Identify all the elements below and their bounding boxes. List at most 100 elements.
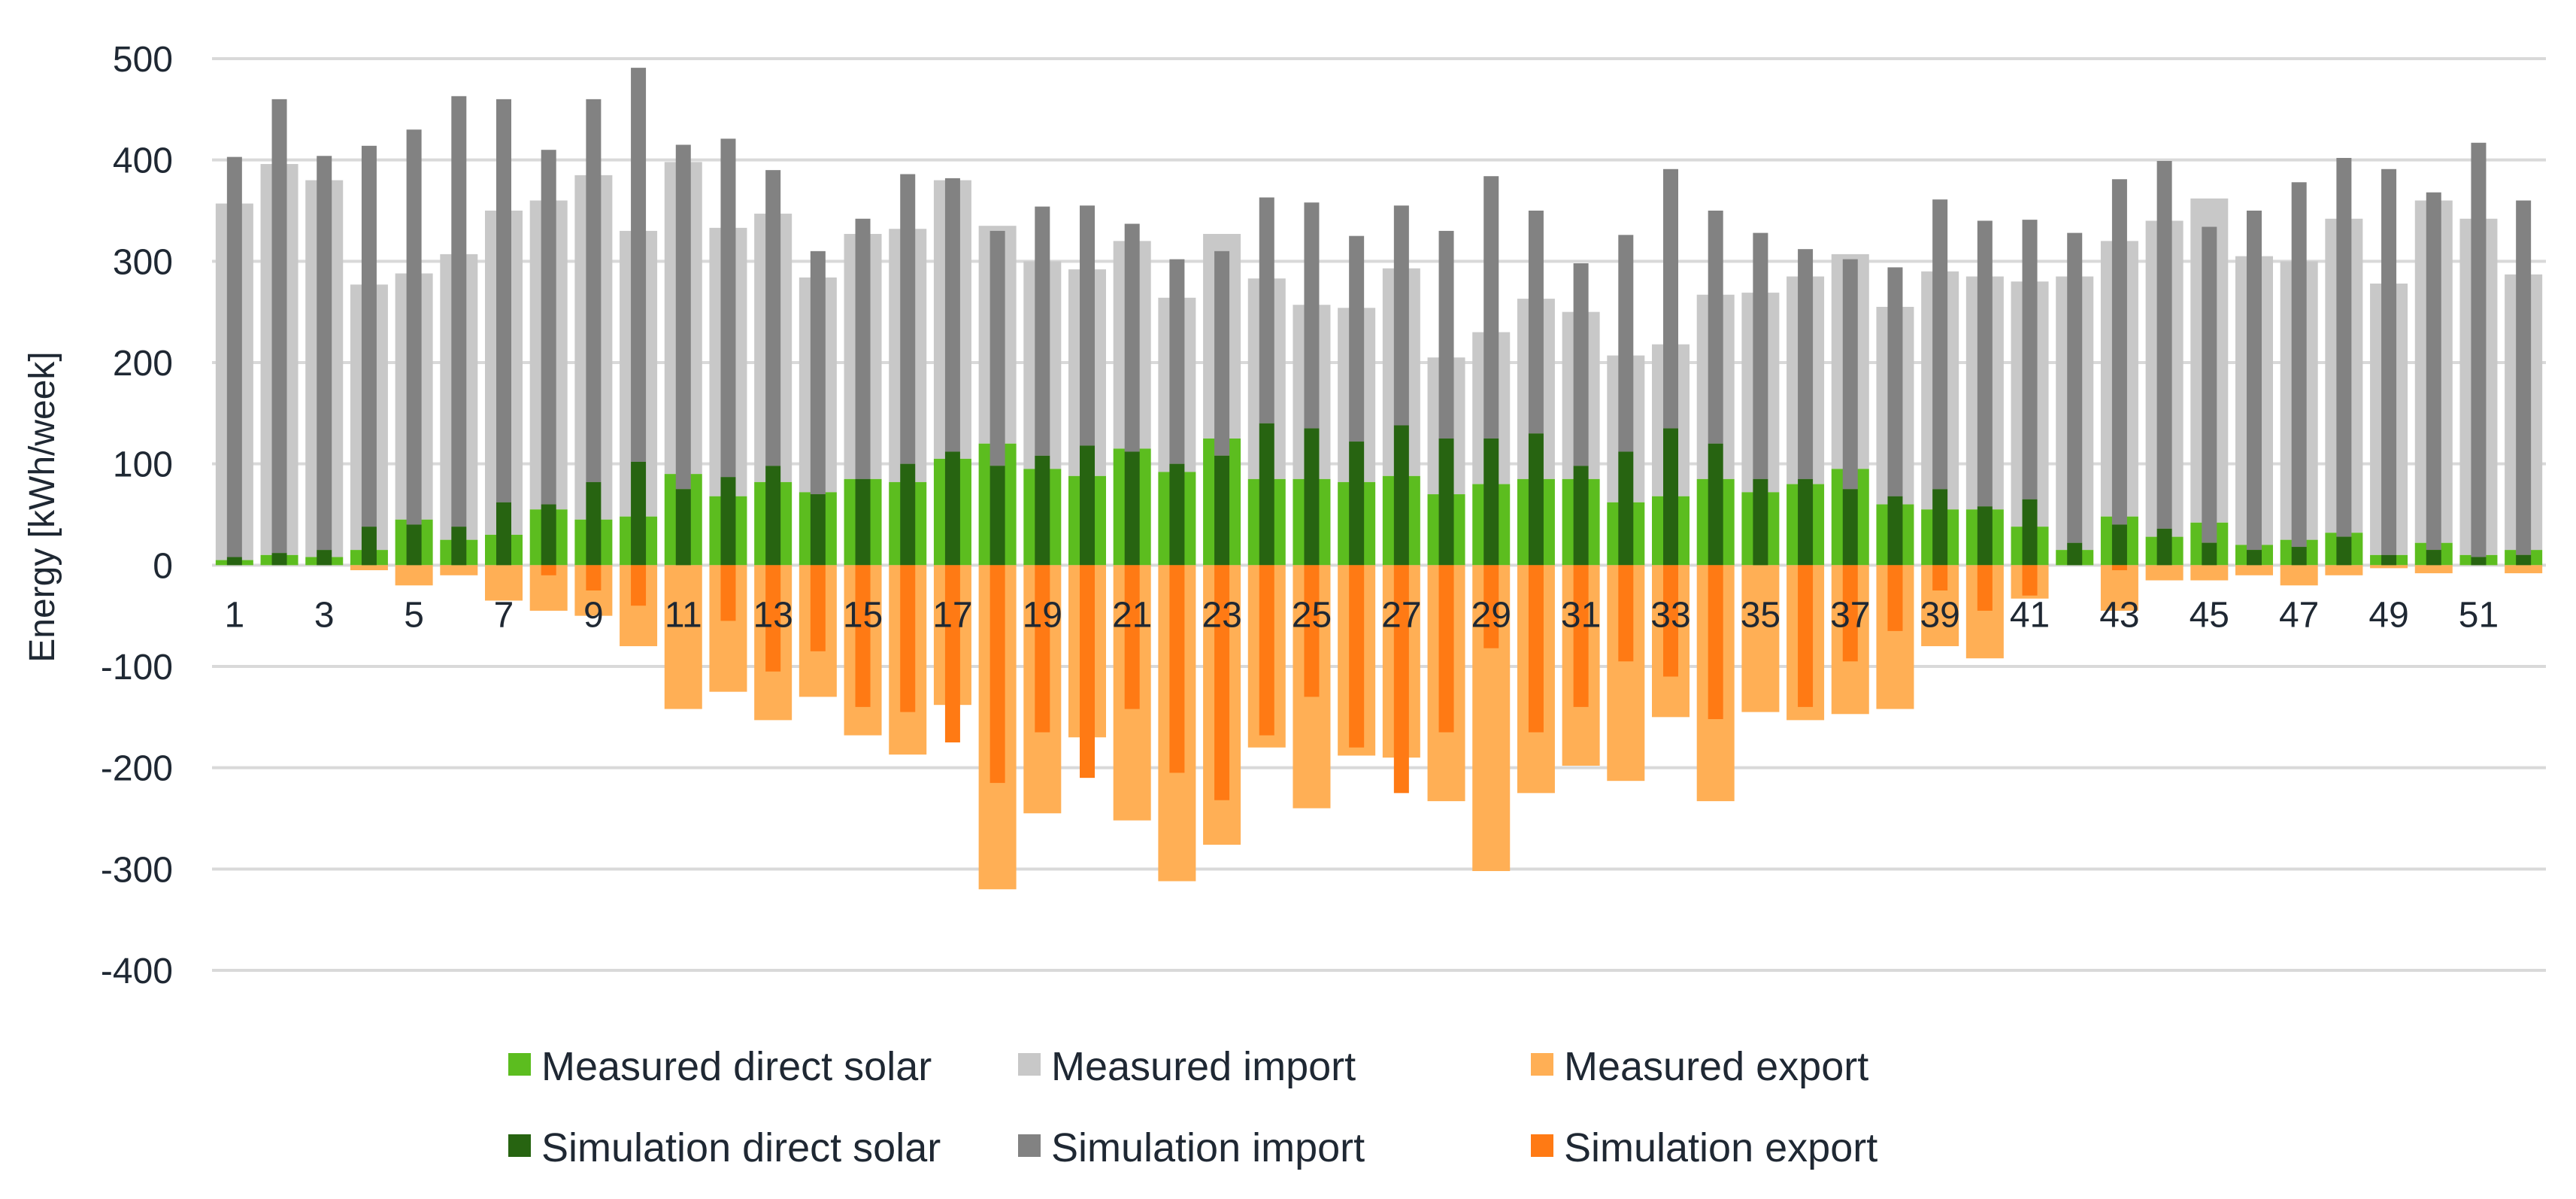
bar-simulation-import-week-23 <box>1214 250 1230 456</box>
x-tick-label: 35 <box>1741 595 1780 635</box>
bar-simulation-direct-solar-week-2 <box>271 553 287 566</box>
bar-simulation-export-week-38 <box>1887 565 1903 631</box>
bar-measured-export-week-6 <box>440 565 478 575</box>
bar-simulation-direct-solar-week-52 <box>2516 554 2532 566</box>
legend-item-measured-import: Measured import <box>1018 1044 1356 1089</box>
bar-simulation-import-week-22 <box>1169 259 1185 464</box>
axis-layer: 500 400 300 200 100 0 -100 -200 -300 -400 Energy [… <box>23 40 2499 991</box>
y-tick-label: -400 <box>101 952 173 991</box>
bar-simulation-export-week-43 <box>2111 565 2127 571</box>
x-tick-label: 43 <box>2099 595 2139 635</box>
x-tick-label: 11 <box>665 595 702 635</box>
bar-simulation-import-week-11 <box>675 144 691 490</box>
bar-simulation-import-week-51 <box>2471 142 2487 557</box>
bar-simulation-direct-solar-week-29 <box>1483 439 1499 566</box>
bar-simulation-import-week-34 <box>1708 211 1723 444</box>
bar-simulation-export-week-33 <box>1663 565 1678 677</box>
x-tick-label: 37 <box>1830 595 1870 635</box>
x-tick-label: 17 <box>932 595 972 635</box>
bar-simulation-export-week-17 <box>944 565 960 742</box>
legend-item-simulation-export: Simulation export <box>1531 1125 1877 1170</box>
legend-label: Measured export <box>1564 1044 1868 1089</box>
x-tick-label: 13 <box>753 595 792 635</box>
bar-simulation-direct-solar-week-5 <box>406 524 422 566</box>
bar-simulation-direct-solar-week-47 <box>2291 547 2307 566</box>
bar-simulation-direct-solar-week-12 <box>720 477 736 566</box>
bar-simulation-direct-solar-week-18 <box>989 466 1005 566</box>
y-tick-label: 200 <box>113 344 173 384</box>
y-tick-label: -300 <box>101 850 173 890</box>
bar-layer <box>215 68 2543 890</box>
x-tick-label: 23 <box>1202 595 1241 635</box>
bar-simulation-export-week-20 <box>1080 565 1095 779</box>
bar-simulation-import-week-43 <box>2111 179 2127 525</box>
bar-simulation-import-week-27 <box>1393 205 1409 426</box>
y-tick-label: -200 <box>101 749 173 789</box>
bar-simulation-export-week-25 <box>1304 565 1320 697</box>
bar-simulation-direct-solar-week-43 <box>2111 524 2127 566</box>
bar-measured-export-week-11 <box>664 565 702 709</box>
legend-item-simulation-import: Simulation import <box>1018 1125 1365 1170</box>
bar-simulation-export-week-14 <box>810 565 826 651</box>
bar-simulation-direct-solar-week-20 <box>1080 445 1095 566</box>
x-tick-label: 49 <box>2368 595 2408 635</box>
bar-simulation-import-week-28 <box>1438 230 1454 439</box>
bar-measured-export-week-44 <box>2145 565 2184 581</box>
x-tick-label: 47 <box>2279 595 2319 635</box>
bar-measured-export-week-43 <box>2100 565 2138 611</box>
bar-simulation-import-week-14 <box>810 250 826 495</box>
bar-simulation-import-week-7 <box>496 99 511 502</box>
bar-simulation-direct-solar-week-28 <box>1438 439 1454 566</box>
legend-label: Measured direct solar <box>541 1044 932 1089</box>
bar-simulation-direct-solar-week-22 <box>1169 463 1185 566</box>
bar-simulation-import-week-40 <box>1977 220 1993 507</box>
bar-simulation-import-week-42 <box>2067 232 2083 543</box>
x-tick-label: 15 <box>843 595 883 635</box>
legend-label: Measured import <box>1051 1044 1356 1089</box>
bar-simulation-import-week-44 <box>2156 161 2172 529</box>
bar-simulation-import-week-49 <box>2381 168 2397 555</box>
bar-simulation-direct-solar-week-34 <box>1708 443 1723 566</box>
legend-label: Simulation direct solar <box>541 1125 941 1170</box>
bar-simulation-export-week-34 <box>1708 565 1723 720</box>
bar-simulation-import-week-16 <box>900 174 916 464</box>
y-tick-label: 400 <box>113 141 173 181</box>
bar-simulation-import-week-10 <box>631 68 647 462</box>
bar-measured-export-week-45 <box>2190 565 2229 581</box>
bar-simulation-direct-solar-week-32 <box>1618 451 1634 566</box>
y-tick-label: 500 <box>113 40 173 80</box>
x-tick-label: 25 <box>1292 595 1332 635</box>
bar-simulation-import-week-32 <box>1618 235 1634 452</box>
y-tick-label: 0 <box>153 546 173 586</box>
bar-simulation-export-week-13 <box>765 565 781 672</box>
bar-simulation-direct-solar-week-11 <box>675 489 691 566</box>
x-tick-label: 9 <box>583 595 604 635</box>
bar-simulation-import-week-36 <box>1798 249 1814 479</box>
bar-measured-export-week-50 <box>2414 565 2453 574</box>
legend-label: Simulation export <box>1564 1125 1877 1170</box>
bar-measured-export-week-47 <box>2280 565 2318 586</box>
bar-simulation-direct-solar-week-3 <box>317 550 332 566</box>
x-tick-label: 19 <box>1023 595 1062 635</box>
bar-simulation-direct-solar-week-31 <box>1573 466 1589 566</box>
bar-measured-export-week-49 <box>2370 565 2408 569</box>
bar-simulation-import-week-39 <box>1932 199 1948 490</box>
bar-simulation-direct-solar-week-39 <box>1932 489 1948 566</box>
bar-simulation-direct-solar-week-36 <box>1798 478 1814 566</box>
legend-swatch <box>1531 1134 1553 1157</box>
x-tick-label: 45 <box>2190 595 2229 635</box>
bar-simulation-direct-solar-week-41 <box>2022 499 2038 566</box>
bar-simulation-export-week-19 <box>1035 565 1050 733</box>
bar-simulation-import-week-50 <box>2426 192 2441 551</box>
bar-measured-export-week-7 <box>485 565 523 601</box>
x-tick-label: 5 <box>404 595 424 635</box>
bar-simulation-export-week-31 <box>1573 565 1589 707</box>
bar-simulation-import-week-46 <box>2247 211 2262 551</box>
bar-simulation-import-week-45 <box>2202 226 2217 543</box>
bar-simulation-direct-solar-week-10 <box>631 461 647 566</box>
bar-simulation-export-week-36 <box>1798 565 1814 707</box>
bar-simulation-export-week-39 <box>1932 565 1948 590</box>
bar-simulation-import-week-48 <box>2336 157 2352 537</box>
legend-swatch <box>508 1134 531 1157</box>
x-tick-label: 39 <box>1920 595 1959 635</box>
